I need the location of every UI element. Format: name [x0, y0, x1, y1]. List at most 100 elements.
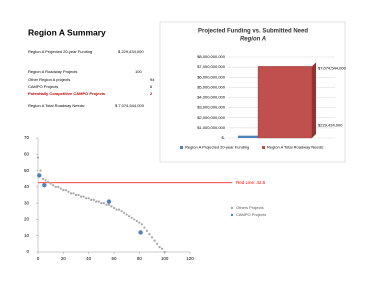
other-point: [163, 250, 166, 254]
legend-label: CAMPO Projects: [236, 212, 266, 217]
x-tick-label: 0: [37, 256, 40, 261]
y-tick-label: 60: [24, 151, 30, 156]
bar-chart-frame: [159, 21, 346, 163]
other-point: [120, 210, 123, 213]
other-point: [97, 200, 100, 203]
y-tick-label: $5,000,000,000: [197, 84, 226, 89]
campo-point: [37, 173, 42, 178]
other-point: [92, 198, 95, 201]
legend-swatch: [262, 146, 265, 149]
y-tick-label: 30: [24, 200, 30, 205]
y-tick-label: 10: [24, 233, 30, 238]
x-tick-label: 40: [86, 256, 92, 261]
other-point: [110, 205, 113, 208]
other-point: [39, 169, 42, 172]
row-value: 94: [150, 77, 155, 82]
other-point: [123, 211, 126, 215]
other-point: [133, 218, 136, 221]
legend-label: Others Projects: [236, 205, 264, 210]
other-point: [77, 193, 80, 197]
summary-title: Region A Summary: [28, 27, 106, 37]
other-point: [158, 246, 161, 249]
x-tick-label: 60: [111, 256, 117, 261]
legend-label: Region A Projected 20-year Funding: [185, 145, 249, 150]
chart-subtitle: Region A: [240, 37, 266, 43]
row-label: Region A Total Roadway Needs:: [28, 103, 85, 108]
campo-point: [42, 183, 47, 188]
row-label: Other Region A projects: [28, 77, 70, 82]
y-tick-label: 70: [24, 135, 30, 140]
other-point: [62, 189, 65, 192]
other-point: [161, 247, 164, 250]
other-point: [85, 197, 88, 200]
y-tick-label: $2,000,000,000: [197, 115, 226, 120]
other-point: [90, 198, 93, 201]
other-point: [143, 226, 146, 229]
legend-label: Region A Total Roadway Needs:: [267, 145, 324, 150]
y-tick-label: 0: [26, 249, 29, 254]
other-point: [153, 239, 156, 242]
other-point: [95, 200, 98, 203]
x-tick-label: 120: [186, 256, 194, 261]
y-tick-label: $1,000,000,000: [197, 125, 226, 130]
row-label: Potentially Competitive CAMPO Projects: [28, 91, 106, 96]
other-point: [72, 192, 75, 195]
y-tick-label: $4,000,000,000: [197, 95, 226, 100]
other-point: [105, 203, 108, 206]
x-tick-label: 80: [137, 256, 143, 261]
other-point: [112, 206, 116, 210]
other-point: [128, 215, 131, 218]
y-tick-label: $3,000,000,000: [197, 105, 226, 110]
other-point: [148, 232, 151, 236]
other-point: [36, 156, 40, 159]
legend-marker: [230, 206, 234, 210]
data-label: $7,074,544,000: [318, 65, 347, 70]
other-point: [44, 179, 47, 182]
other-point: [138, 221, 141, 224]
row-value: $ 229,434,000: [118, 49, 144, 54]
y-tick-label: 20: [24, 217, 30, 222]
row-value: 6: [150, 84, 153, 89]
y-tick-label: 50: [24, 168, 30, 173]
other-point: [41, 177, 45, 180]
data-label: $229,434,000: [318, 123, 343, 128]
y-tick-label: 40: [24, 184, 30, 189]
other-point: [57, 185, 60, 188]
other-point: [135, 219, 138, 223]
y-tick-label: $7,000,000,000: [197, 64, 226, 69]
other-point: [47, 180, 50, 184]
other-point: [54, 185, 57, 188]
legend-marker: [230, 213, 234, 217]
other-point: [145, 229, 149, 232]
other-point: [49, 182, 52, 185]
row-value: 2: [150, 91, 153, 96]
y-tick-label: $6,000,000,000: [197, 74, 226, 79]
legend-swatch: [180, 146, 183, 149]
other-point: [67, 190, 70, 193]
other-point: [79, 195, 83, 198]
y-tick-label: $8,000,000,000: [197, 54, 226, 59]
campo-point: [106, 199, 112, 204]
other-point: [69, 192, 73, 195]
campo-point: [138, 230, 143, 235]
row-label: CAMPO Projects: [28, 84, 58, 89]
bar: [238, 135, 258, 138]
other-point: [130, 216, 133, 219]
x-tick-label: 100: [161, 256, 169, 261]
other-point: [140, 223, 143, 226]
chart-title: Projected Funding vs. Submitted Need: [198, 29, 308, 35]
red-line-label: Red Line: 42.5: [236, 180, 266, 185]
other-point: [52, 184, 55, 187]
bar-depth: [312, 62, 316, 139]
other-point: [100, 202, 103, 205]
row-value: $ 7,074,544,000: [115, 103, 145, 108]
y-tick-label: $-: [221, 135, 225, 140]
bar: [257, 66, 313, 139]
other-point: [125, 213, 128, 216]
other-point: [102, 202, 105, 205]
other-point: [107, 203, 111, 206]
row-value: 100: [135, 69, 142, 74]
row-label: Region A Roadway Projects: [28, 69, 77, 74]
